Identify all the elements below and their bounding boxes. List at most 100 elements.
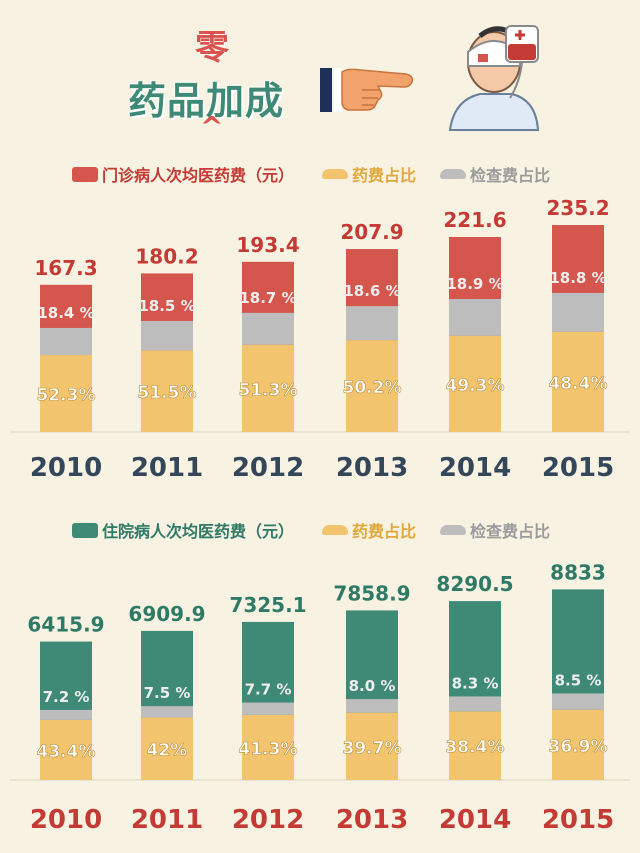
value-label: 207.9: [340, 220, 403, 244]
bar-drug-segment: [242, 714, 294, 780]
outpatient-cost-chart: 167.3 52.3% 18.4 % 2010 180.2 51.5% 18.5 % 2011…: [0, 190, 640, 500]
bar-exam-segment: [141, 706, 193, 718]
bar-drug-segment: [242, 344, 294, 432]
exam-percent-label: 18.7 %: [239, 289, 296, 307]
legend-item-exam: 检查费占比: [440, 518, 550, 542]
year-tick-label: 2013: [336, 805, 408, 835]
bar-exam-segment: [449, 299, 501, 336]
bar-exam-segment: [346, 699, 398, 713]
drug-percent-label: 48.4%: [549, 374, 608, 394]
legend-item-drug: 药费占比: [322, 162, 416, 186]
drug-percent-label: 51.3%: [239, 380, 298, 400]
drug-percent-label: 36.9%: [549, 737, 608, 757]
drug-percent-label: 42%: [147, 741, 188, 761]
value-label: 221.6: [443, 208, 506, 232]
bar-drug-segment: [141, 717, 193, 780]
year-tick-label: 2011: [131, 805, 203, 835]
value-label: 180.2: [135, 244, 198, 268]
bar-drug-segment: [40, 355, 92, 432]
legend-item-total: 门诊病人次均医药费（元）: [72, 162, 294, 186]
year-tick-label: 2010: [30, 453, 102, 483]
year-tick-label: 2015: [542, 453, 614, 483]
legend-label-drug: 药费占比: [352, 522, 417, 541]
pointing-hand-icon: [320, 68, 414, 112]
legend-label-total: 门诊病人次均医药费（元）: [102, 166, 295, 185]
legend-swatch-total: [72, 166, 98, 182]
legend-swatch-total: [72, 522, 98, 538]
year-tick-label: 2013: [336, 453, 408, 483]
value-label: 7858.9: [333, 581, 410, 605]
drug-percent-label: 49.3%: [446, 376, 505, 396]
value-label: 6909.9: [128, 602, 205, 626]
value-label: 193.4: [236, 233, 299, 257]
value-label: 6415.9: [27, 613, 104, 637]
bar-drug-segment: [141, 350, 193, 432]
legend-item-total: 住院病人次均医药费（元）: [72, 518, 294, 542]
bar-drug-segment: [552, 331, 604, 432]
legend-outpatient: 门诊病人次均医药费（元） 药费占比 检查费占比: [0, 162, 640, 188]
bandaged-patient-icon: [448, 25, 540, 131]
legend-swatch-drug: [322, 525, 348, 535]
bar-exam-segment: [449, 696, 501, 712]
bar-drug-segment: [40, 719, 92, 780]
drug-percent-label: 50.2%: [343, 378, 402, 398]
bar-exam-segment: [242, 312, 294, 345]
bar-exam-segment: [141, 320, 193, 351]
exam-percent-label: 18.5 %: [138, 297, 195, 315]
bar-exam-segment: [242, 702, 294, 715]
year-tick-label: 2014: [439, 453, 511, 483]
header: 零 药品加成 ^: [0, 0, 640, 150]
exam-percent-label: 18.8 %: [549, 269, 606, 287]
page-title: 药品加成: [128, 79, 285, 123]
exam-percent-label: 18.9 %: [446, 275, 503, 293]
drug-percent-label: 51.5%: [138, 383, 197, 403]
exam-percent-label: 7.5 %: [144, 684, 191, 702]
drug-percent-label: 38.4%: [446, 738, 505, 758]
year-tick-label: 2010: [30, 805, 102, 835]
year-tick-label: 2012: [232, 805, 304, 835]
exam-percent-label: 7.2 %: [43, 688, 90, 706]
bar-drug-segment: [449, 335, 501, 432]
legend-item-drug: 药费占比: [322, 518, 416, 542]
legend-label-drug: 药费占比: [352, 166, 417, 185]
year-tick-label: 2012: [232, 453, 304, 483]
value-label: 235.2: [546, 196, 609, 220]
title-caret: ^: [200, 110, 224, 143]
exam-percent-label: 8.0 %: [349, 677, 396, 695]
legend-swatch-exam: [440, 169, 466, 179]
bar-exam-segment: [552, 292, 604, 332]
bar-drug-segment: [346, 340, 398, 432]
bar-exam-segment: [40, 327, 92, 356]
legend-inpatient: 住院病人次均医药费（元） 药费占比 检查费占比: [0, 518, 640, 544]
legend-item-exam: 检查费占比: [440, 162, 550, 186]
value-label: 8290.5: [436, 572, 513, 596]
exam-percent-label: 18.6 %: [343, 282, 400, 300]
bar-drug-segment: [346, 712, 398, 780]
exam-percent-label: 7.7 %: [245, 681, 292, 699]
exam-percent-label: 8.3 %: [452, 674, 499, 692]
year-tick-label: 2014: [439, 805, 511, 835]
bar-exam-segment: [40, 709, 92, 720]
legend-label-exam: 检查费占比: [470, 522, 551, 541]
drug-percent-label: 39.7%: [343, 738, 402, 758]
legend-swatch-exam: [440, 525, 466, 535]
drug-percent-label: 43.4%: [37, 742, 96, 762]
bar-exam-segment: [552, 693, 604, 710]
title-zero-char: 零: [195, 28, 229, 68]
bar-exam-segment: [346, 306, 398, 341]
bar-drug-segment: [552, 709, 604, 780]
value-label: 7325.1: [229, 593, 306, 617]
drug-percent-label: 41.3%: [239, 739, 298, 759]
legend-label-exam: 检查费占比: [470, 166, 551, 185]
legend-swatch-drug: [322, 169, 348, 179]
legend-label-total: 住院病人次均医药费（元）: [102, 522, 295, 541]
exam-percent-label: 18.4 %: [37, 304, 94, 322]
value-label: 8833: [550, 560, 606, 584]
drug-percent-label: 52.3%: [37, 386, 96, 406]
value-label: 167.3: [34, 256, 97, 280]
exam-percent-label: 8.5 %: [555, 671, 602, 689]
inpatient-chart-svg: 6415.9 43.4% 7.2 % 2010 6909.9 42% 7.5 % 2011 73…: [10, 560, 630, 835]
inpatient-cost-chart: 6415.9 43.4% 7.2 % 2010 6909.9 42% 7.5 % 2011 73…: [0, 548, 640, 848]
year-tick-label: 2015: [542, 805, 614, 835]
bar-drug-segment: [449, 711, 501, 780]
